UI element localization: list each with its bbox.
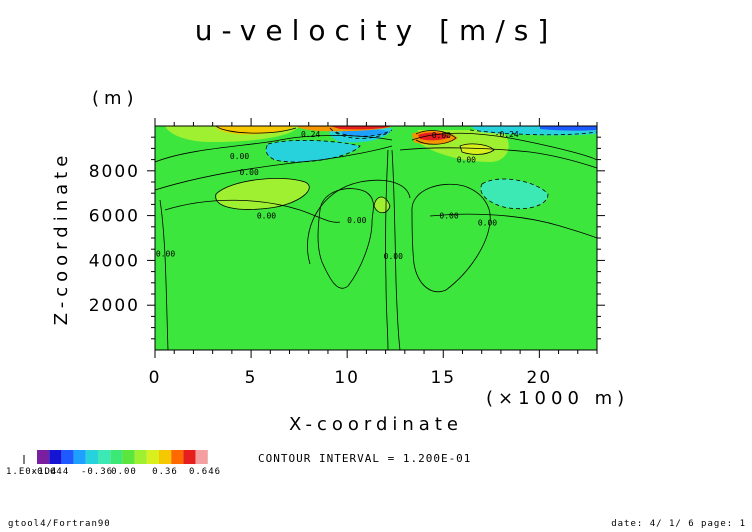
contour-zero-left-edge bbox=[159, 199, 169, 351]
contour-zero-right-loop bbox=[411, 183, 491, 292]
plot-area: 0.24 0.00 0.00 0.00 0.00 0.00 0.00 0.00 0.00 0.00… bbox=[154, 125, 598, 351]
x-tick-label: 20 bbox=[527, 368, 553, 388]
colorbar-tick-label: 0.646 bbox=[189, 467, 221, 477]
x-axis: 0 5 10 15 20 bbox=[149, 118, 598, 388]
x-tick-label: 5 bbox=[245, 368, 258, 388]
colorbar-cell bbox=[98, 450, 111, 464]
contour-lines bbox=[154, 125, 598, 351]
contour-pos-top-left bbox=[215, 125, 297, 134]
contour-label: 0.00 bbox=[230, 152, 249, 161]
contour-label: 0.24 bbox=[301, 130, 320, 139]
colorbar-cell bbox=[61, 450, 74, 464]
region-red-top bbox=[330, 126, 392, 130]
chart-title: u-velocity [m/s] bbox=[195, 14, 558, 47]
region-cyan-left bbox=[266, 140, 360, 163]
contour-label: 0.00 bbox=[439, 212, 458, 221]
contour-label: 0.00 bbox=[384, 252, 403, 261]
contour-label: 0.00 bbox=[432, 131, 451, 140]
colorbar-cell bbox=[195, 450, 208, 464]
contour-pos-right-lobe bbox=[459, 143, 495, 155]
colorbar: 1.E0x1D4-0.644 -0.360.00 0.36 0.646 bbox=[6, 450, 221, 477]
y-tick-label: 4000 bbox=[89, 251, 140, 271]
colorbar-cell bbox=[73, 450, 86, 464]
y-tick-label: 6000 bbox=[89, 207, 140, 227]
y-axis: 2000 4000 6000 8000 bbox=[89, 136, 605, 340]
colorbar-tick-label: -0.36 bbox=[81, 467, 113, 477]
colorbar-tick-label: 0.36 bbox=[152, 467, 178, 477]
contour-labels: 0.24 0.00 0.00 0.00 0.00 0.00 0.00 0.00 0.00 0.00… bbox=[156, 130, 519, 261]
region-pale-left bbox=[216, 178, 310, 210]
contour-zero-right-top bbox=[399, 147, 598, 169]
colorbar-cell bbox=[183, 450, 196, 464]
footer-right-label: date: 4/ 1/ 6 page: 1 bbox=[611, 519, 746, 529]
contour-zero-dome bbox=[307, 179, 411, 265]
colorbar-under-label: 1.E0x1D4 bbox=[6, 467, 57, 477]
colorbar-cell bbox=[110, 450, 123, 464]
contour-neg-top2 bbox=[335, 129, 393, 137]
y-tick-label: 2000 bbox=[89, 296, 140, 316]
contour-zero-mid bbox=[164, 199, 341, 223]
contour-zero-center-vert bbox=[391, 149, 401, 351]
colorbar-cell bbox=[122, 450, 135, 464]
contour-label: -0.24 bbox=[495, 130, 519, 139]
x-unit-label: (×1000 m) bbox=[486, 388, 629, 409]
y-axis-title: Z-coordinate bbox=[51, 151, 72, 326]
x-tick-label: 15 bbox=[430, 368, 456, 388]
colorbar-cell bbox=[171, 450, 184, 464]
region-blue-topright bbox=[540, 126, 597, 131]
contour-zero-right-mid bbox=[429, 213, 598, 239]
colorbar-cell bbox=[37, 450, 50, 464]
colorbar-tick-label: -0.644 bbox=[31, 467, 70, 477]
contour-zero-right-band bbox=[411, 132, 598, 161]
contour-interval-label: CONTOUR INTERVAL = 1.200E-01 bbox=[258, 452, 471, 465]
contour-label: 0.00 bbox=[347, 216, 366, 225]
colorbar-tick-label: 0.00 bbox=[111, 467, 137, 477]
contour-zero-center-vert2 bbox=[385, 149, 389, 351]
contour-zero-small-loop bbox=[373, 196, 391, 214]
contour-label: 0.00 bbox=[478, 218, 497, 227]
region-red-right bbox=[418, 132, 450, 141]
y-tick-label: 8000 bbox=[89, 162, 140, 182]
colorbar-cell bbox=[159, 450, 172, 464]
x-tick-label: 0 bbox=[149, 368, 162, 388]
field-background bbox=[155, 126, 597, 350]
colorbar-cell bbox=[49, 450, 62, 464]
contour-label: 0.00 bbox=[457, 156, 476, 165]
contour-label: 0.00 bbox=[156, 250, 175, 259]
contour-lines-negative bbox=[265, 127, 598, 210]
contour-label: 0.00 bbox=[240, 168, 259, 177]
footer-left-label: gtool4/Fortran90 bbox=[8, 519, 111, 529]
contour-neg-topright bbox=[469, 129, 598, 136]
y-unit-label: (m) bbox=[92, 88, 139, 109]
x-tick-label: 10 bbox=[334, 368, 360, 388]
contour-zero-right-lobe bbox=[415, 130, 457, 145]
contour-label: 0.00 bbox=[257, 212, 276, 221]
x-axis-title: X-coordinate bbox=[289, 414, 463, 435]
colorbar-cell bbox=[134, 450, 147, 464]
region-yellow-right2 bbox=[460, 143, 494, 155]
colorbar-cell bbox=[146, 450, 159, 464]
colorbar-cell bbox=[85, 450, 98, 464]
region-cyan-right bbox=[480, 179, 548, 209]
contour-pos-left-lobe bbox=[215, 178, 310, 210]
contour-neg-top bbox=[329, 127, 391, 139]
contour-neg-cyan-left bbox=[265, 139, 361, 163]
contour-zero-left-loop bbox=[317, 188, 374, 289]
